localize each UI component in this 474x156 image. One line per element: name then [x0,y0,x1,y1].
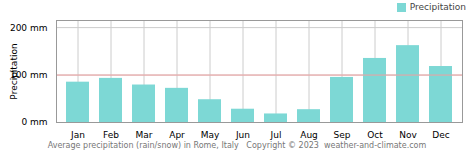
svg-text:Aug: Aug [300,130,318,140]
svg-text:200 mm: 200 mm [10,22,48,32]
svg-text:Dec: Dec [432,130,449,140]
svg-text:Sep: Sep [334,130,351,140]
svg-text:Apr: Apr [169,130,185,140]
svg-text:Oct: Oct [367,130,383,140]
svg-text:May: May [201,130,220,140]
svg-text:100 mm: 100 mm [9,69,48,80]
svg-text:Jul: Jul [270,130,282,140]
svg-text:Precipitation: Precipitation [9,43,19,99]
svg-text:Jan: Jan [70,130,85,140]
svg-text:Jun: Jun [235,130,250,140]
svg-text:Mar: Mar [136,130,153,140]
svg-text:Feb: Feb [103,130,119,140]
svg-text:Nov: Nov [399,130,417,140]
html-text:Precipitation: Precipitation [409,2,466,12]
html-text:Average precipitation (rain/sn: Average precipitation (rain/snow) in Rom… [47,141,427,150]
svg-text:0 mm: 0 mm [21,117,47,127]
